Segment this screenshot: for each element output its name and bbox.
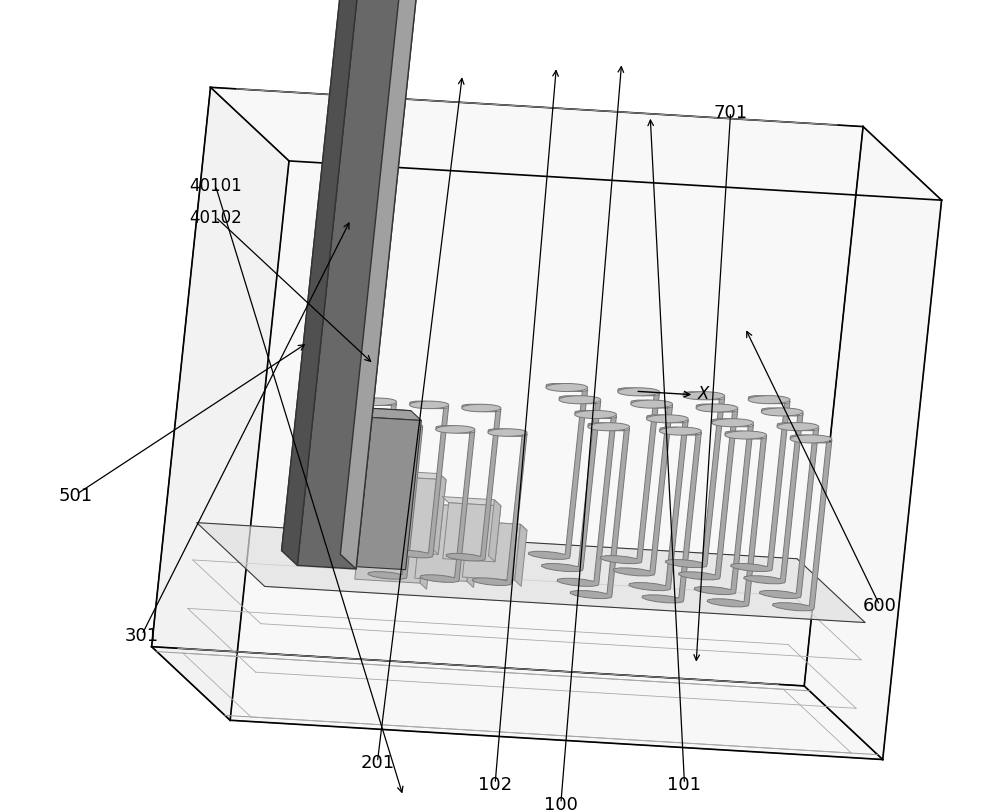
Polygon shape — [665, 393, 725, 568]
Polygon shape — [394, 401, 449, 558]
Polygon shape — [343, 408, 411, 560]
Polygon shape — [804, 127, 942, 760]
Polygon shape — [759, 423, 819, 599]
Polygon shape — [442, 497, 501, 506]
Polygon shape — [528, 384, 588, 560]
Polygon shape — [678, 405, 738, 580]
Polygon shape — [570, 423, 630, 599]
Polygon shape — [462, 521, 521, 581]
Polygon shape — [386, 477, 446, 555]
Polygon shape — [342, 398, 396, 555]
Polygon shape — [197, 523, 865, 623]
Polygon shape — [353, 418, 421, 570]
Polygon shape — [319, 444, 391, 453]
Polygon shape — [772, 436, 832, 611]
Text: 201: 201 — [360, 753, 394, 771]
Polygon shape — [694, 419, 754, 594]
Ellipse shape — [712, 419, 754, 427]
Text: 701: 701 — [714, 104, 748, 122]
Polygon shape — [415, 504, 475, 581]
Ellipse shape — [631, 401, 673, 409]
Text: 101: 101 — [667, 775, 701, 793]
Polygon shape — [731, 396, 790, 572]
Polygon shape — [432, 474, 446, 555]
Polygon shape — [355, 487, 430, 583]
Polygon shape — [642, 427, 701, 603]
Ellipse shape — [725, 431, 767, 440]
Polygon shape — [467, 507, 481, 588]
Ellipse shape — [588, 423, 630, 431]
Text: X: X — [698, 384, 709, 402]
Ellipse shape — [660, 427, 701, 436]
Polygon shape — [423, 504, 481, 513]
Text: 600: 600 — [863, 597, 897, 615]
Ellipse shape — [683, 393, 725, 401]
Polygon shape — [368, 423, 423, 580]
Polygon shape — [557, 411, 616, 586]
Ellipse shape — [436, 426, 475, 434]
Ellipse shape — [383, 423, 423, 431]
Polygon shape — [152, 647, 883, 760]
Ellipse shape — [748, 396, 790, 404]
Text: 40102: 40102 — [189, 208, 242, 226]
Ellipse shape — [618, 388, 659, 397]
Polygon shape — [600, 388, 659, 564]
Ellipse shape — [696, 405, 738, 413]
Ellipse shape — [646, 415, 688, 423]
Polygon shape — [152, 88, 863, 686]
Polygon shape — [340, 0, 423, 569]
Text: 501: 501 — [59, 486, 93, 504]
Polygon shape — [152, 88, 289, 720]
Ellipse shape — [790, 436, 832, 444]
Polygon shape — [282, 0, 407, 555]
Polygon shape — [387, 471, 446, 480]
Polygon shape — [420, 491, 436, 590]
Polygon shape — [282, 0, 364, 566]
Polygon shape — [613, 401, 673, 577]
Polygon shape — [420, 426, 475, 582]
Polygon shape — [515, 525, 527, 586]
Polygon shape — [629, 415, 688, 591]
Polygon shape — [365, 487, 436, 496]
Ellipse shape — [546, 384, 588, 392]
Polygon shape — [472, 429, 527, 586]
Polygon shape — [374, 448, 391, 547]
Ellipse shape — [410, 401, 449, 409]
Text: 301: 301 — [125, 626, 159, 644]
Polygon shape — [446, 405, 501, 561]
Polygon shape — [541, 397, 601, 572]
Ellipse shape — [357, 398, 396, 406]
Text: 100: 100 — [544, 795, 578, 811]
Polygon shape — [488, 500, 501, 562]
Polygon shape — [297, 0, 423, 569]
Polygon shape — [443, 503, 501, 562]
Ellipse shape — [462, 405, 501, 412]
Text: 40101: 40101 — [189, 178, 242, 195]
Ellipse shape — [777, 423, 819, 431]
Polygon shape — [316, 449, 391, 547]
Polygon shape — [468, 521, 527, 530]
Polygon shape — [744, 409, 803, 584]
Polygon shape — [359, 408, 421, 421]
Ellipse shape — [559, 397, 601, 405]
Ellipse shape — [575, 411, 616, 419]
Polygon shape — [707, 431, 767, 607]
Text: 102: 102 — [478, 775, 512, 793]
Ellipse shape — [488, 429, 527, 437]
Ellipse shape — [761, 409, 803, 417]
